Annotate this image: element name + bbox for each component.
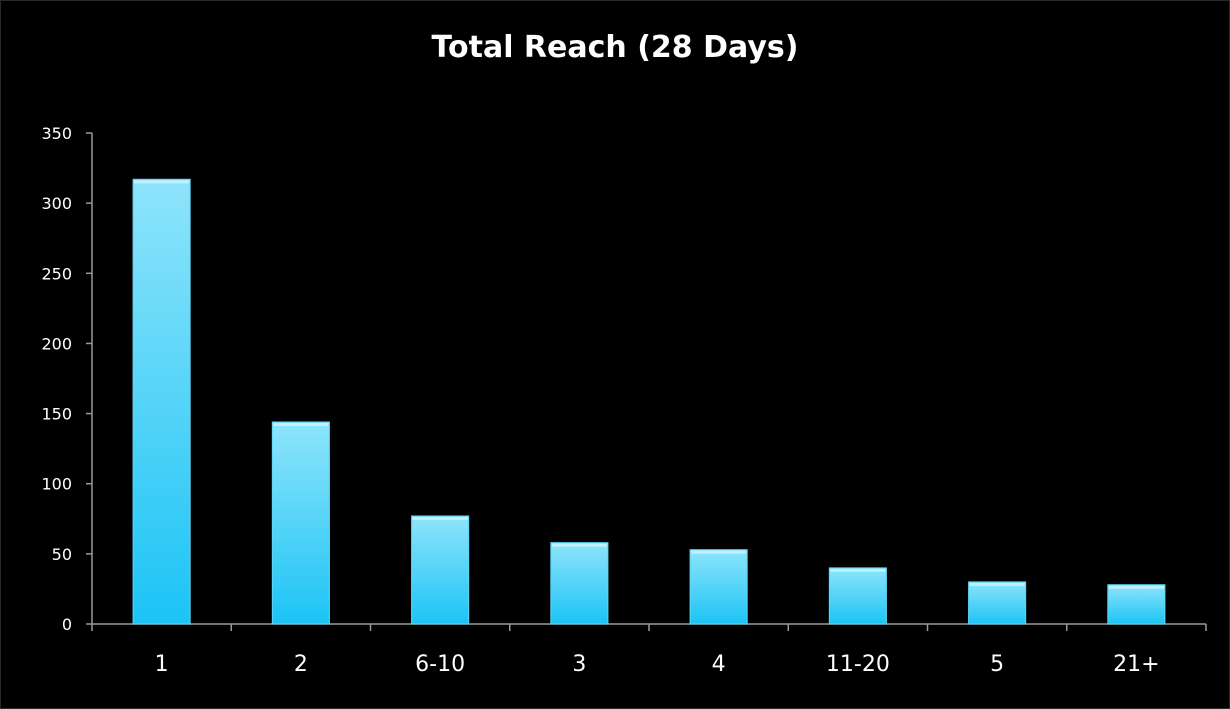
x-tick-label: 2 <box>294 652 308 677</box>
y-tick-label: 100 <box>41 475 72 494</box>
bar-highlight <box>412 516 468 520</box>
chart-title: Total Reach (28 Days) <box>431 30 799 65</box>
bar <box>271 421 330 625</box>
bar-1 <box>132 178 191 625</box>
bar-5 <box>968 581 1027 625</box>
x-tick-label: 5 <box>990 652 1004 677</box>
y-tick-label: 300 <box>41 194 72 213</box>
y-tick-label: 0 <box>62 615 72 634</box>
bar <box>411 515 470 625</box>
bar-6-10 <box>411 515 470 625</box>
y-tick-label: 150 <box>41 405 72 424</box>
bar-21+ <box>1107 584 1166 625</box>
bars <box>132 178 1166 625</box>
x-tick-label: 4 <box>712 652 726 677</box>
bar-11-20 <box>828 567 887 625</box>
bar-4 <box>689 549 748 625</box>
bar <box>132 178 191 625</box>
bar-highlight <box>273 422 329 426</box>
bar <box>1107 584 1166 625</box>
x-tick-label: 11-20 <box>826 652 890 677</box>
bar-highlight <box>1108 585 1164 589</box>
x-tick-label: 21+ <box>1113 652 1159 677</box>
x-tick-label: 6-10 <box>415 652 465 677</box>
bar <box>550 542 609 625</box>
bar <box>689 549 748 625</box>
tick-labels: 0 50 100 150 200 250 300 350 1 2 6-10 3 4 11-20 5 21+ <box>41 124 1159 677</box>
bar-highlight <box>969 582 1025 586</box>
bar-highlight <box>551 543 607 547</box>
bar-highlight <box>830 568 886 572</box>
y-tick-label: 200 <box>41 334 72 353</box>
y-tick-label: 50 <box>52 545 72 564</box>
x-tick-label: 1 <box>155 652 169 677</box>
bar-2 <box>271 421 330 625</box>
bar-highlight <box>691 550 747 554</box>
bar <box>828 567 887 625</box>
x-tick-label: 3 <box>572 652 586 677</box>
bar-highlight <box>134 180 190 184</box>
axes <box>86 132 1207 631</box>
bar-3 <box>550 542 609 625</box>
y-tick-label: 250 <box>41 264 72 283</box>
bar <box>968 581 1027 625</box>
y-tick-label: 350 <box>41 124 72 143</box>
